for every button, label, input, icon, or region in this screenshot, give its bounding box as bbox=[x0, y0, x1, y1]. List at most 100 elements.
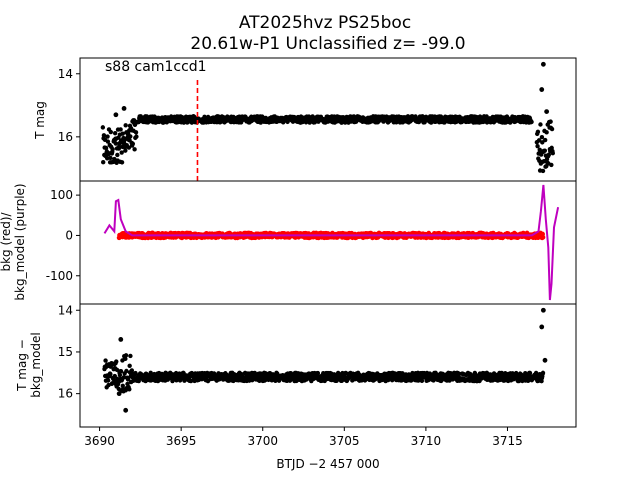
panel-middle-ylabel-line2: bkg_model (purple) bbox=[13, 183, 27, 300]
data-point bbox=[549, 162, 554, 168]
data-point bbox=[108, 371, 113, 377]
y-tick-label: 14 bbox=[58, 303, 73, 317]
data-point bbox=[113, 141, 119, 146]
panel-middle-ylabel-line1: bkg (red)/ bbox=[0, 212, 13, 272]
data-point bbox=[130, 141, 136, 146]
data-point bbox=[103, 145, 109, 151]
x-tick-label: 3715 bbox=[492, 434, 523, 448]
data-point bbox=[112, 130, 118, 136]
data-point bbox=[120, 131, 125, 136]
panel-bottom-ylabel-line1: T mag − bbox=[15, 339, 29, 392]
data-point bbox=[544, 130, 549, 135]
data-point bbox=[539, 134, 545, 140]
data-point bbox=[539, 324, 545, 330]
x-tick-label: 3695 bbox=[166, 434, 197, 448]
data-point bbox=[273, 378, 278, 384]
panel-top-annotation: s88 cam1ccd1 bbox=[105, 59, 207, 75]
data-point bbox=[123, 148, 128, 153]
data-point bbox=[128, 353, 133, 359]
data-point bbox=[108, 155, 113, 161]
data-point bbox=[535, 129, 541, 134]
data-point bbox=[542, 137, 548, 143]
data-point bbox=[540, 370, 546, 376]
panel-middle: -100 0 100 bkg (red)/ bkg_model (purple) bbox=[0, 180, 577, 305]
data-point bbox=[118, 368, 124, 374]
data-point bbox=[105, 134, 110, 139]
panel-middle-frame bbox=[79, 180, 577, 305]
data-point bbox=[104, 156, 110, 161]
data-point bbox=[114, 359, 119, 364]
data-point bbox=[128, 134, 133, 139]
data-point bbox=[117, 372, 123, 378]
data-point bbox=[542, 148, 548, 153]
data-point bbox=[189, 120, 195, 125]
data-point bbox=[103, 358, 108, 363]
data-point bbox=[123, 353, 129, 358]
data-point bbox=[542, 357, 548, 363]
data-point bbox=[127, 363, 132, 368]
bkg-point bbox=[540, 234, 546, 240]
data-point bbox=[539, 87, 545, 92]
data-point bbox=[127, 387, 132, 392]
panel-bottom-data bbox=[102, 307, 548, 413]
panel-bottom-yticks: 14 15 16 bbox=[58, 303, 80, 401]
data-point bbox=[112, 156, 117, 162]
data-point bbox=[119, 150, 124, 155]
y-tick-label: 0 bbox=[65, 228, 73, 242]
data-point bbox=[121, 375, 127, 380]
y-tick-label: 16 bbox=[58, 130, 73, 144]
panel-top: s88 cam1ccd1 14 16 T mag bbox=[33, 57, 577, 182]
panel-bottom-xticks: 3690 3695 3700 3705 3710 3715 bbox=[84, 427, 523, 448]
panel-top-yticks: 14 16 bbox=[58, 67, 80, 144]
data-point bbox=[121, 106, 127, 111]
data-point bbox=[544, 109, 550, 115]
y-tick-label: 100 bbox=[50, 188, 73, 202]
data-point bbox=[124, 368, 129, 374]
y-tick-label: 14 bbox=[58, 67, 73, 81]
data-point bbox=[106, 382, 111, 388]
data-point bbox=[529, 119, 534, 125]
chart-title-line2: 20.61w-P1 Unclassified z= -99.0 bbox=[190, 34, 465, 54]
data-point bbox=[123, 407, 129, 413]
data-point bbox=[527, 370, 533, 376]
data-point bbox=[535, 143, 540, 149]
data-point bbox=[115, 152, 120, 158]
y-tick-label: 15 bbox=[58, 345, 73, 359]
data-point bbox=[105, 139, 111, 144]
data-point bbox=[133, 130, 139, 135]
panel-top-ylabel: T mag bbox=[33, 101, 47, 140]
data-point bbox=[126, 377, 131, 382]
data-point bbox=[118, 127, 123, 132]
panel-bottom-ylabel-line2: bkg_model bbox=[29, 332, 43, 398]
data-point bbox=[100, 125, 106, 130]
bkg-model-line bbox=[103, 184, 560, 301]
data-point bbox=[116, 144, 122, 149]
data-point bbox=[113, 112, 119, 118]
panel-bottom-frame bbox=[79, 303, 577, 428]
data-point bbox=[101, 133, 107, 138]
x-tick-label: 3710 bbox=[411, 434, 442, 448]
panel-middle-yticks: -100 0 100 bbox=[46, 188, 80, 283]
data-point bbox=[108, 129, 114, 135]
data-point bbox=[123, 356, 128, 362]
data-point bbox=[110, 147, 115, 152]
data-point bbox=[129, 368, 135, 373]
x-axis-label: BTJD −2 457 000 bbox=[276, 457, 379, 471]
data-point bbox=[118, 337, 124, 342]
data-point bbox=[119, 160, 125, 165]
x-tick-label: 3690 bbox=[84, 434, 115, 448]
y-tick-label: 16 bbox=[58, 387, 73, 401]
chart-title-line1: AT2025hvz PS25boc bbox=[239, 13, 411, 33]
x-tick-label: 3705 bbox=[329, 434, 360, 448]
data-point bbox=[126, 145, 132, 150]
data-point bbox=[550, 150, 555, 156]
panel-middle-data bbox=[103, 184, 560, 301]
data-point bbox=[420, 114, 426, 119]
data-point bbox=[540, 307, 546, 313]
data-point bbox=[132, 147, 137, 152]
y-tick-label: -100 bbox=[46, 269, 73, 283]
data-point bbox=[394, 120, 399, 125]
data-point bbox=[549, 126, 555, 132]
